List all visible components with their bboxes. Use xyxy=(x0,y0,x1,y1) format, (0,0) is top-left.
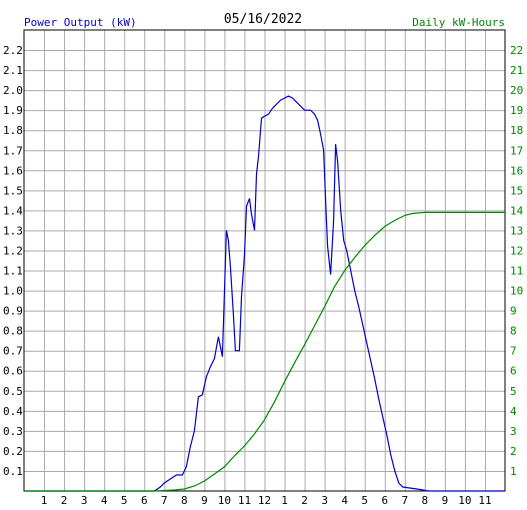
energy-series-line xyxy=(24,211,505,492)
y-left-tick-label: 0.9 xyxy=(3,305,23,318)
power-series-line xyxy=(24,95,505,492)
y-right-tick-label: 17 xyxy=(510,144,523,157)
y-right-tick-label: 20 xyxy=(510,84,523,97)
y-right-tick-label: 8 xyxy=(510,325,517,338)
y-right-tick-label: 12 xyxy=(510,244,523,257)
y-left-tick-label: 1.5 xyxy=(3,184,23,197)
x-tick-label: 9 xyxy=(442,494,449,507)
x-tick-label: 8 xyxy=(422,494,429,507)
y-right-tick-label: 11 xyxy=(510,265,523,278)
series-group xyxy=(24,95,505,492)
y-right-tick-label: 5 xyxy=(510,385,517,398)
x-tick-label: 1 xyxy=(41,494,48,507)
y-right-tick-label: 16 xyxy=(510,164,523,177)
x-tick-label: 5 xyxy=(121,494,128,507)
y-left-tick-label: 1.2 xyxy=(3,244,23,257)
y-left-tick-label: 0.5 xyxy=(3,385,23,398)
x-tick-label: 5 xyxy=(361,494,368,507)
y-right-tick-label: 3 xyxy=(510,425,517,438)
y-left-tick-label: 1.1 xyxy=(3,265,23,278)
y-right-tick-label: 4 xyxy=(510,405,517,418)
y-right-tick-label: 19 xyxy=(510,104,523,117)
y-left-tick-label: 0.2 xyxy=(3,445,23,458)
y-left-tick-label: 0.3 xyxy=(3,425,23,438)
y-left-tick-label: 0.7 xyxy=(3,345,23,358)
x-tick-label: 4 xyxy=(341,494,348,507)
x-tick-label: 10 xyxy=(218,494,231,507)
x-tick-label: 12 xyxy=(258,494,271,507)
y-axis-left: 0.1 0.2 0.3 0.4 0.5 0.6 0.7 0.8 0.9 1.0 1.1 1.2 1.3 1… xyxy=(3,44,23,478)
y-right-tick-label: 21 xyxy=(510,64,523,77)
x-axis: 1 2 3 4 5 6 7 8 9 10 11 12 1 2 3 4 5 6 7 8 9 10 11 xyxy=(41,494,492,507)
y-left-tick-label: 1.0 xyxy=(3,285,23,298)
y-left-tick-label: 0.1 xyxy=(3,465,23,478)
y-right-tick-label: 18 xyxy=(510,124,523,137)
y-left-tick-label: 2.1 xyxy=(3,64,23,77)
y-right-tick-label: 22 xyxy=(510,44,523,57)
y-left-tick-label: 0.6 xyxy=(3,365,23,378)
x-tick-label: 11 xyxy=(478,494,491,507)
y-left-tick-label: 1.8 xyxy=(3,124,23,137)
left-axis-label: Power Output (kW) xyxy=(24,16,137,29)
y-left-tick-label: 1.6 xyxy=(3,164,23,177)
x-tick-label: 11 xyxy=(238,494,251,507)
x-tick-label: 6 xyxy=(381,494,388,507)
right-axis-label: Daily kW-Hours xyxy=(412,16,505,29)
y-right-tick-label: 1 xyxy=(510,465,517,478)
y-right-tick-label: 6 xyxy=(510,365,517,378)
x-tick-label: 10 xyxy=(458,494,471,507)
x-tick-label: 6 xyxy=(141,494,148,507)
x-tick-label: 2 xyxy=(61,494,68,507)
y-left-tick-label: 0.4 xyxy=(3,405,23,418)
x-tick-label: 3 xyxy=(321,494,328,507)
y-right-tick-label: 13 xyxy=(510,224,523,237)
grid-lines xyxy=(24,30,505,491)
y-left-tick-label: 1.3 xyxy=(3,224,23,237)
y-right-tick-label: 9 xyxy=(510,305,517,318)
y-right-tick-label: 14 xyxy=(510,204,524,217)
y-left-tick-label: 2.2 xyxy=(3,44,23,57)
y-left-tick-label: 1.7 xyxy=(3,144,23,157)
chart-title: 05/16/2022 xyxy=(224,12,302,27)
y-right-tick-label: 2 xyxy=(510,445,517,458)
x-tick-label: 7 xyxy=(401,494,408,507)
y-right-tick-label: 15 xyxy=(510,184,523,197)
y-left-tick-label: 0.8 xyxy=(3,325,23,338)
x-tick-label: 2 xyxy=(301,494,308,507)
y-right-tick-label: 7 xyxy=(510,345,517,358)
y-left-tick-label: 2.0 xyxy=(3,84,23,97)
x-tick-label: 3 xyxy=(81,494,88,507)
x-tick-label: 8 xyxy=(181,494,188,507)
x-tick-label: 1 xyxy=(281,494,288,507)
x-tick-label: 7 xyxy=(161,494,168,507)
x-tick-label: 4 xyxy=(101,494,108,507)
x-tick-label: 9 xyxy=(201,494,208,507)
y-left-tick-label: 1.4 xyxy=(3,204,23,217)
y-left-tick-label: 1.9 xyxy=(3,104,23,117)
y-right-tick-label: 10 xyxy=(510,285,523,298)
plot-frame xyxy=(23,29,506,492)
